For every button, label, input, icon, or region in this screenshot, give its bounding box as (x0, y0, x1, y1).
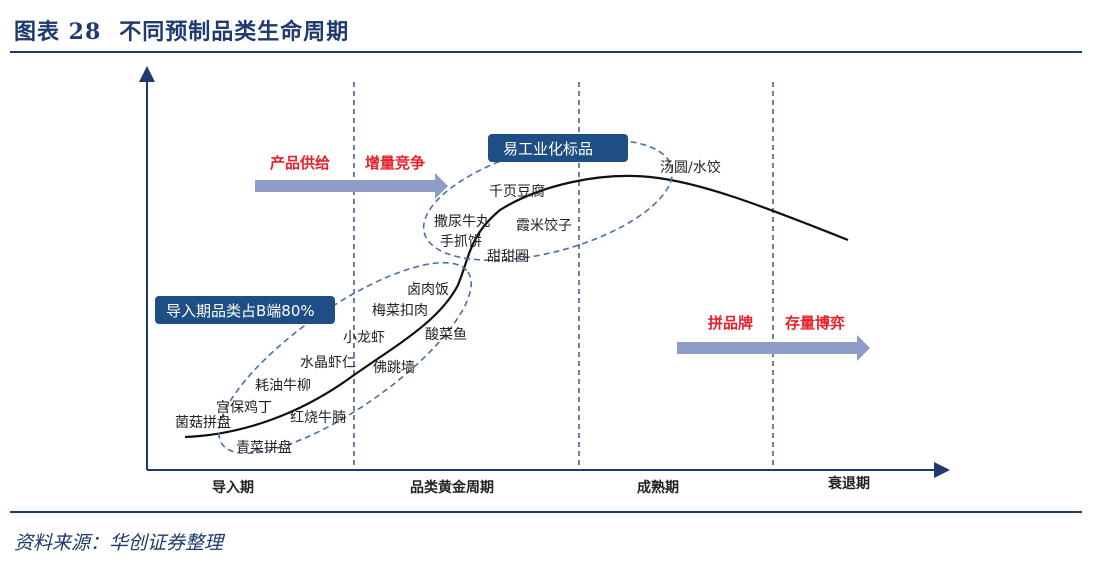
arrow-label: 存量博弈 (785, 314, 845, 332)
product-label: 梅菜扣肉 (372, 303, 428, 319)
product-label: 汤圆/水饺 (660, 160, 721, 176)
product-label: 甜甜圈 (487, 249, 529, 265)
intro-box-label: 导入期品类占B端80% (166, 302, 315, 320)
lifecycle-curve (184, 174, 849, 439)
header-rule (10, 51, 1082, 53)
brand-arrow (677, 335, 870, 361)
intro-box (155, 296, 335, 324)
product-label: 菌菇拼盘 (175, 414, 231, 431)
product-label: 手抓饼 (440, 234, 482, 250)
figure-title-text: 不同预制品类生命周期 (119, 19, 350, 45)
product-label: 水晶虾仁 (300, 355, 356, 371)
footer-rule (10, 511, 1082, 513)
figure-number: 图表 28 (14, 19, 102, 45)
source-note: 资料来源：华创证券整理 (14, 532, 224, 554)
phase-label: 衰退期 (827, 475, 870, 492)
product-label: 霞米饺子 (516, 218, 572, 234)
product-label: 撒尿牛丸 (434, 214, 490, 230)
product-labels: 菌菇拼盘 宫保鸡丁 青菜拼盘 耗油牛柳 红烧牛腩 水晶虾仁 佛跳墙 小龙虾 酸菜… (175, 160, 721, 456)
industrial-box-label: 易工业化标品 (503, 140, 593, 158)
phase-label: 品类黄金周期 (410, 479, 494, 496)
supply-arrow (255, 173, 448, 199)
product-label: 宫保鸡丁 (216, 399, 272, 416)
product-label: 千页豆腐 (489, 183, 545, 200)
product-label: 卤肉饭 (407, 282, 449, 298)
product-label: 耗油牛柳 (255, 377, 311, 394)
product-label: 青菜拼盘 (236, 439, 292, 456)
arrow-label: 产品供给 (270, 154, 330, 172)
product-label: 酸菜鱼 (425, 326, 467, 343)
product-label: 红烧牛腩 (290, 410, 346, 426)
product-label: 佛跳墙 (373, 360, 415, 376)
phase-label: 成熟期 (637, 479, 679, 496)
product-label: 小龙虾 (343, 330, 385, 346)
phase-label: 导入期 (212, 480, 254, 496)
arrow-label: 增量竞争 (365, 154, 425, 172)
figure-title: 图表 28 不同预制品类生命周期 (14, 14, 367, 46)
industrial-box (488, 134, 628, 162)
arrow-label: 拼品牌 (708, 314, 753, 332)
